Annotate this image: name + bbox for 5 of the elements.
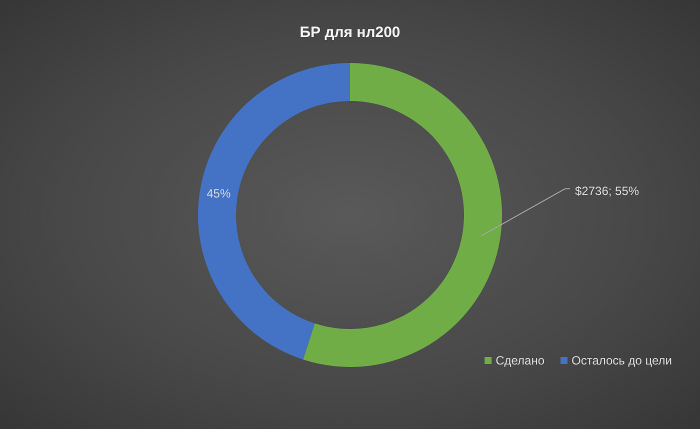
data-label: $2736; 55% (575, 184, 640, 198)
legend-label: Сделано (496, 353, 545, 368)
chart-title: БР для нл200 (300, 24, 400, 42)
legend-label: Осталось до цели (572, 353, 672, 368)
data-label: 45% (206, 186, 231, 201)
